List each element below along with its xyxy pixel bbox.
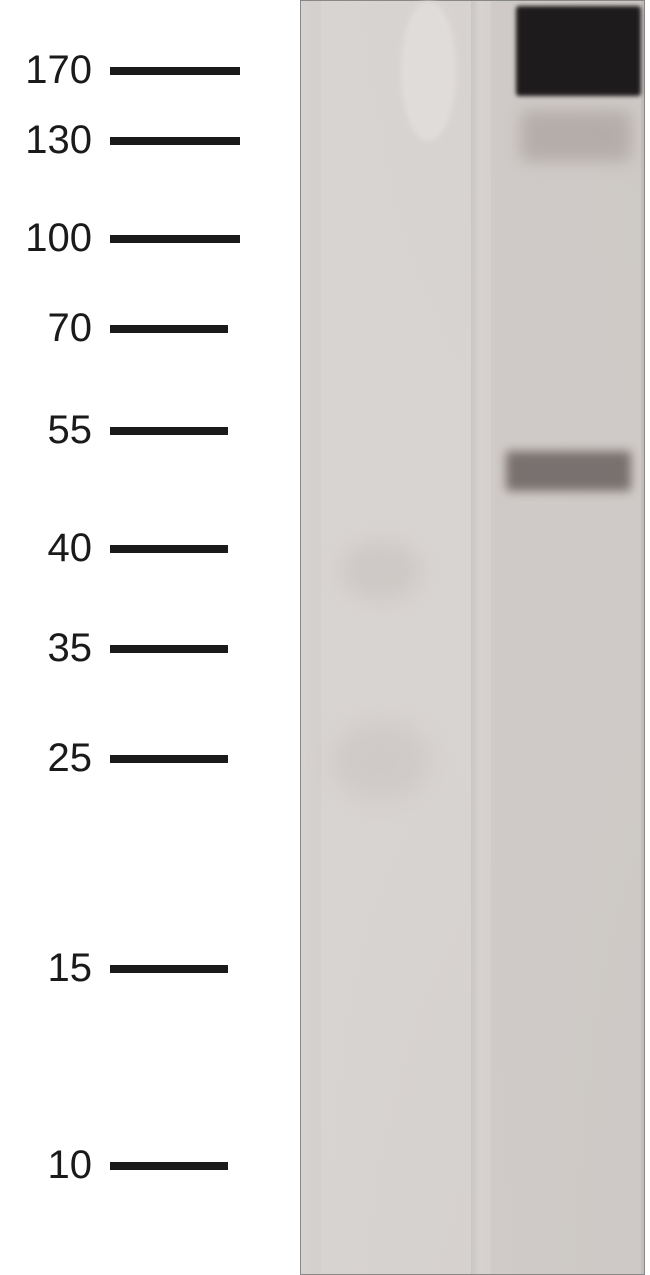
marker-tick: [110, 325, 228, 333]
marker-row-10kda: 10: [0, 1143, 290, 1188]
marker-label: 55: [0, 408, 110, 453]
marker-label: 15: [0, 946, 110, 991]
marker-row-25kda: 25: [0, 736, 290, 781]
protein-band: [521, 111, 631, 161]
marker-row-40kda: 40: [0, 526, 290, 571]
marker-row-35kda: 35: [0, 626, 290, 671]
marker-label: 130: [0, 118, 110, 163]
marker-row-55kda: 55: [0, 408, 290, 453]
membrane-artifact: [341, 541, 421, 601]
lane-2-sample: [491, 1, 641, 1274]
marker-row-70kda: 70: [0, 306, 290, 351]
molecular-weight-ladder: 170 130 100 70 55 40 35 25 15 10: [0, 0, 290, 1275]
membrane-artifact: [401, 1, 456, 141]
marker-label: 100: [0, 216, 110, 261]
marker-row-130kda: 130: [0, 118, 290, 163]
marker-tick: [110, 965, 228, 973]
marker-row-170kda: 170: [0, 48, 290, 93]
marker-row-15kda: 15: [0, 946, 290, 991]
marker-tick: [110, 235, 240, 243]
protein-band: [506, 451, 631, 491]
figure-container: 170 130 100 70 55 40 35 25 15 10: [0, 0, 650, 1275]
marker-label: 170: [0, 48, 110, 93]
marker-label: 40: [0, 526, 110, 571]
membrane-artifact: [331, 721, 431, 801]
marker-tick: [110, 545, 228, 553]
marker-row-100kda: 100: [0, 216, 290, 261]
marker-label: 70: [0, 306, 110, 351]
marker-label: 10: [0, 1143, 110, 1188]
marker-tick: [110, 645, 228, 653]
marker-label: 25: [0, 736, 110, 781]
marker-label: 35: [0, 626, 110, 671]
marker-tick: [110, 755, 228, 763]
marker-tick: [110, 427, 228, 435]
marker-tick: [110, 137, 240, 145]
protein-band: [516, 6, 641, 96]
blot-membrane: [300, 0, 645, 1275]
lane-1-control: [321, 1, 471, 1274]
marker-tick: [110, 67, 240, 75]
marker-tick: [110, 1162, 228, 1170]
